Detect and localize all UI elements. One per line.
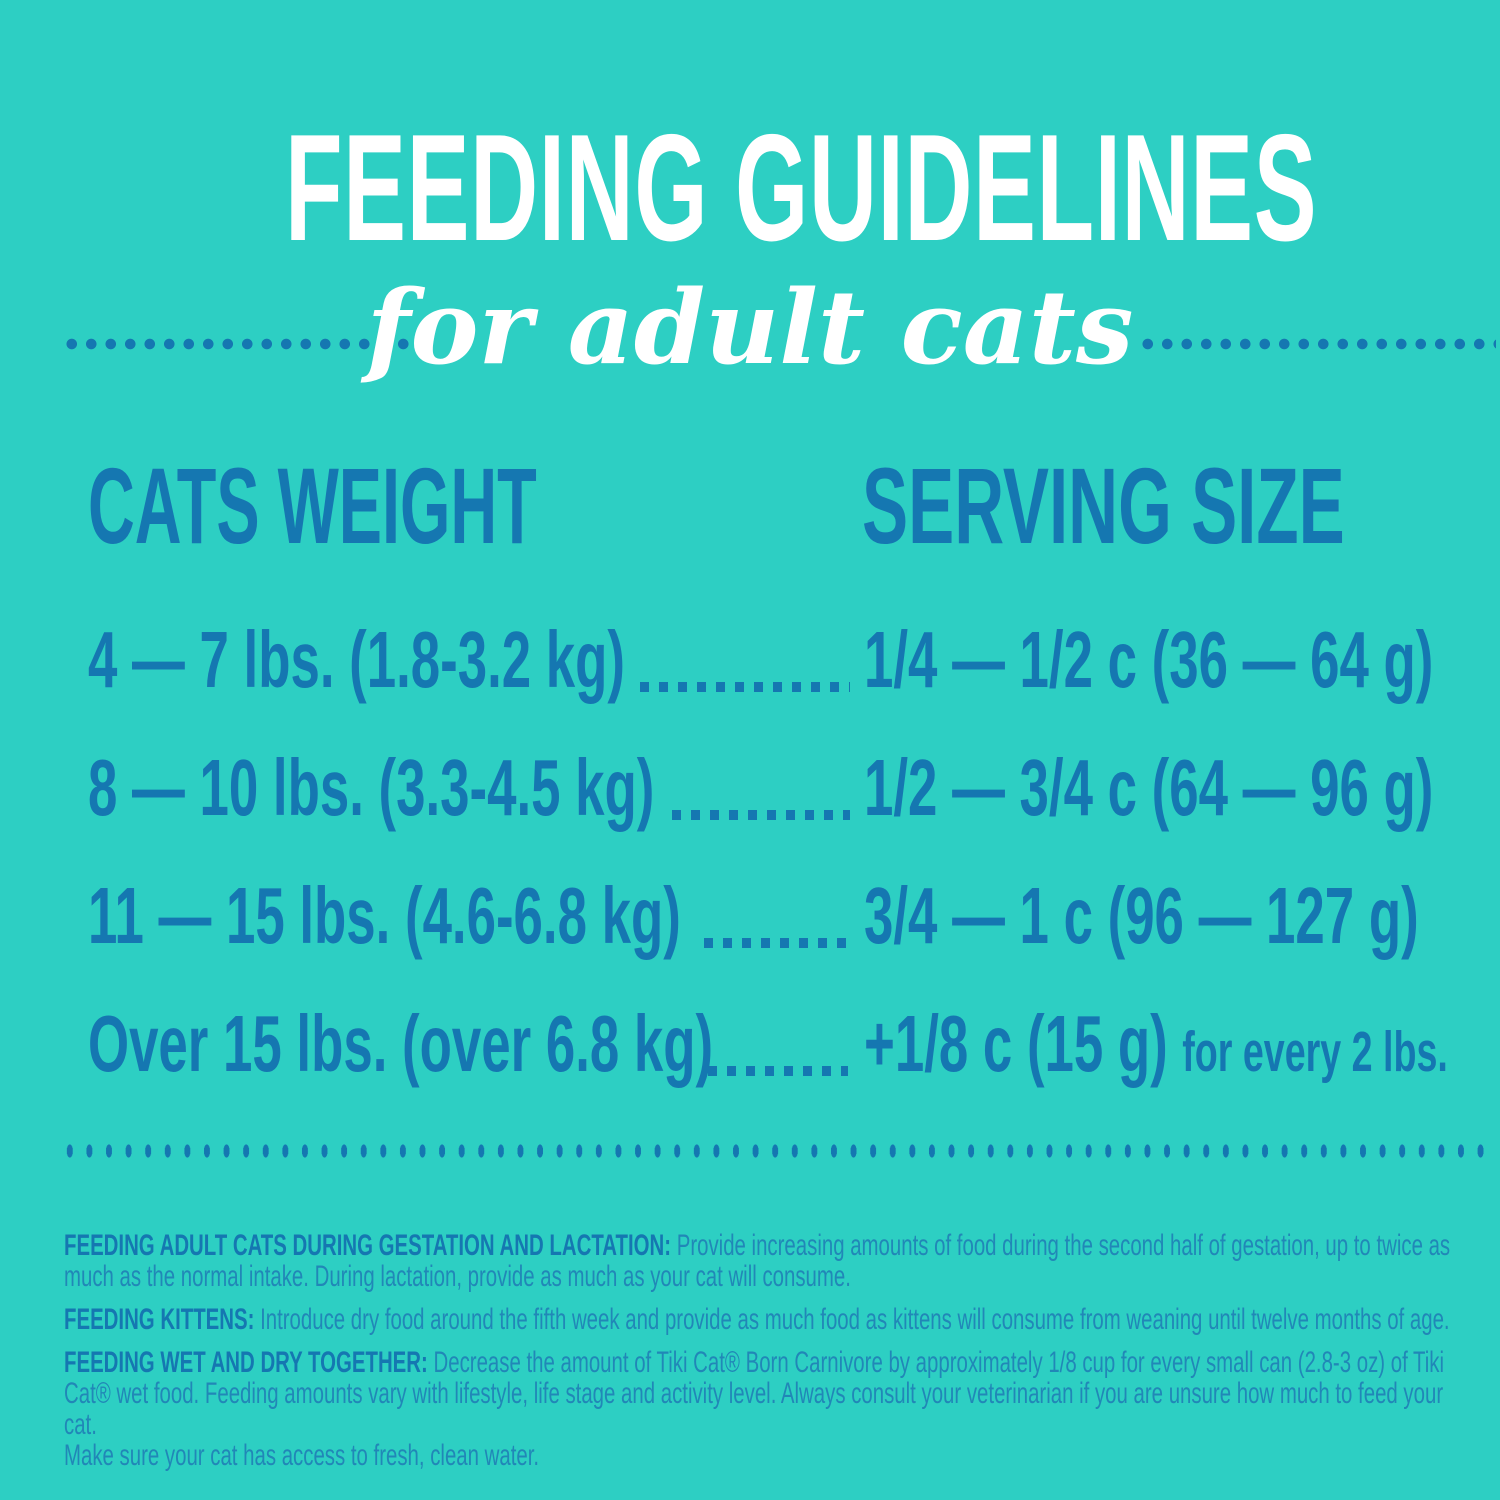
footnotes-section: FEEDING ADULT CATS DURING GESTATION AND … xyxy=(64,1230,1451,1483)
serving-value: +1/8 c (15 g) xyxy=(864,999,1168,1088)
weight-cell: Over 15 lbs. (over 6.8 kg) xyxy=(88,999,714,1088)
table-row: 8 — 10 lbs. (3.3-4.5 kg) 1/2 — 3/4 c (64… xyxy=(0,748,1500,844)
column-header-serving-size: SERVING SIZE xyxy=(862,445,1345,566)
footnote-text: Provide increasing amounts of food durin… xyxy=(64,1229,1451,1293)
page-title: FEEDING GUIDELINES xyxy=(285,103,1318,273)
footnote-label: FEEDING ADULT CATS DURING GESTATION AND … xyxy=(64,1229,672,1262)
footnote-gestation-lactation: FEEDING ADULT CATS DURING GESTATION AND … xyxy=(64,1230,1451,1292)
column-header-cats-weight: CATS WEIGHT xyxy=(88,445,537,566)
weight-cell: 8 — 10 lbs. (3.3-4.5 kg) xyxy=(88,743,655,832)
dot-leader xyxy=(640,682,850,692)
dot-leader xyxy=(708,1066,848,1076)
footnote-text: Decrease the amount of Tiki Cat® Born Ca… xyxy=(64,1346,1445,1441)
dot-leader xyxy=(672,810,850,820)
subtitle-dotted-line-right xyxy=(1138,338,1496,350)
table-row: 4 — 7 lbs. (1.8-3.2 kg) 1/4 — 1/2 c (36 … xyxy=(0,620,1500,716)
weight-cell: 11 — 15 lbs. (4.6-6.8 kg) xyxy=(88,871,681,960)
footnote-label: FEEDING WET AND DRY TOGETHER: xyxy=(64,1346,428,1379)
serving-cell: 1/2 — 3/4 c (64 — 96 g) xyxy=(864,743,1434,832)
serving-cell: 1/4 — 1/2 c (36 — 64 g) xyxy=(864,615,1434,704)
footnote-text: Make sure your cat has access to fresh, … xyxy=(64,1439,540,1472)
subtitle-dotted-line-left xyxy=(62,338,424,350)
table-row: 11 — 15 lbs. (4.6-6.8 kg) 3/4 — 1 c (96 … xyxy=(0,876,1500,972)
page-subtitle: for adult cats xyxy=(366,268,1134,388)
weight-cell: 4 — 7 lbs. (1.8-3.2 kg) xyxy=(88,615,626,704)
dotted-divider xyxy=(60,1144,1496,1158)
footnote-wet-and-dry: FEEDING WET AND DRY TOGETHER: Decrease t… xyxy=(64,1347,1451,1471)
footnote-kittens: FEEDING KITTENS: Introduce dry food arou… xyxy=(64,1304,1451,1335)
serving-cell: 3/4 — 1 c (96 — 127 g) xyxy=(864,871,1419,960)
serving-cell: +1/8 c (15 g) for every 2 lbs. xyxy=(864,1004,1448,1092)
serving-suffix: for every 2 lbs. xyxy=(1182,1020,1448,1084)
dot-leader xyxy=(704,938,850,948)
footnote-label: FEEDING KITTENS: xyxy=(64,1303,255,1336)
table-row: Over 15 lbs. (over 6.8 kg) +1/8 c (15 g)… xyxy=(0,1004,1500,1100)
footnote-text: Introduce dry food around the fifth week… xyxy=(260,1303,1450,1336)
